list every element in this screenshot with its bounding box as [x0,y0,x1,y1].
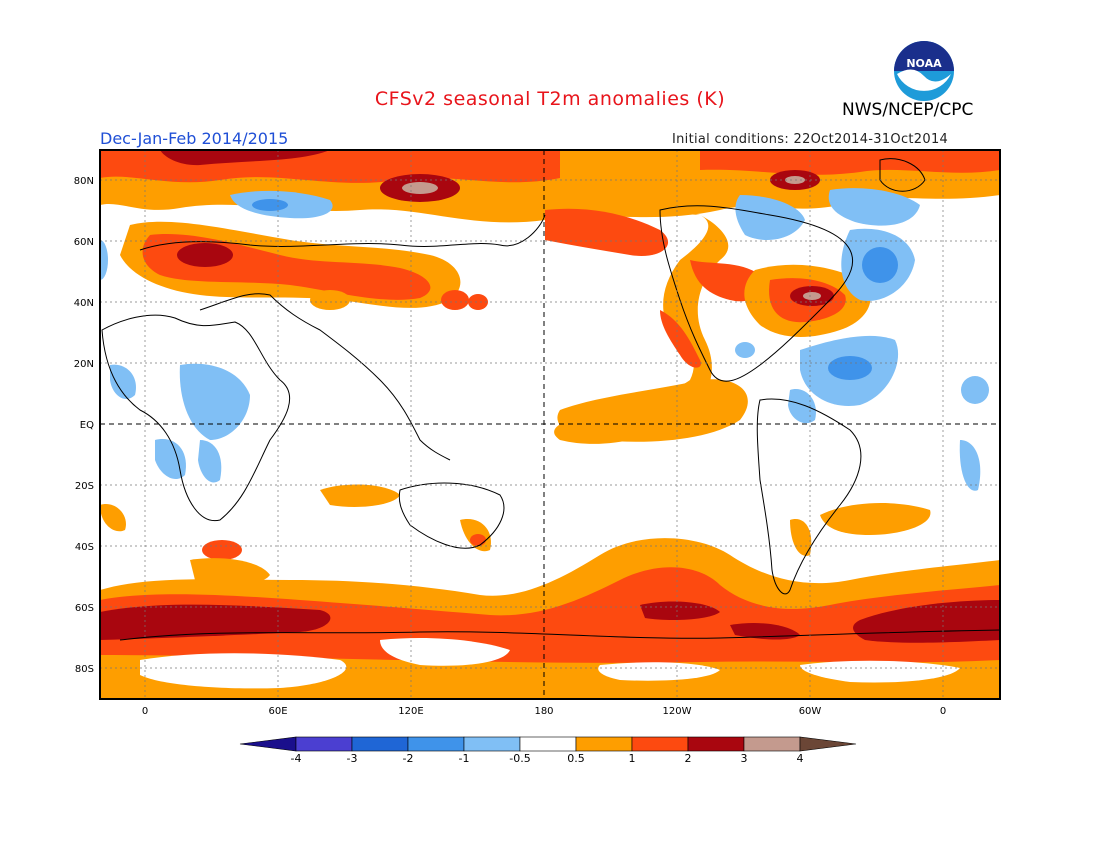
noaa-logo: NOAA [894,41,954,101]
lon-label: 120W [663,706,692,717]
colorbar-swatch [631,736,689,752]
colorbar-label: -3 [347,752,358,765]
lon-label: 60E [268,706,287,717]
colorbar-label: 2 [685,752,692,765]
colorbar-label: -4 [291,752,302,765]
colorbar-label: -2 [403,752,414,765]
colorbar-label: -1 [459,752,470,765]
map-title: CFSv2 seasonal T2m anomalies (K) [374,88,726,110]
lon-label: 120E [398,706,423,717]
colorbar-label: 3 [741,752,748,765]
noaa-logo-text: NOAA [906,57,942,70]
colorbar-swatch [295,736,353,752]
colorbar-label: -0.5 [509,752,530,765]
lon-label: 0 [940,706,946,717]
lat-label: 40S [75,542,94,553]
initial-conditions-label: Initial conditions: 22Oct2014-31Oct2014 [672,132,949,147]
colorbar-label: 4 [797,752,804,765]
colorbar-swatch [351,736,409,752]
lat-label: 20N [74,359,94,370]
agency-label: NWS/NCEP/CPC [842,100,974,120]
colorbar-swatch [575,736,633,752]
lon-label: 60W [799,706,822,717]
colorbar-labels: -4 -3 -2 -1 -0.5 0.5 1 2 3 4 [291,752,804,765]
colorbar-arrow-low [239,736,297,752]
anomaly-field [100,150,1000,699]
lat-label: 80S [75,664,94,675]
lat-label: 60N [74,237,94,248]
map-frame [99,149,1001,700]
lat-label: 80N [74,176,94,187]
colorbar-swatch [743,736,801,752]
lon-label: 180 [534,706,553,717]
colorbar-swatch [687,736,745,752]
colorbar [239,736,857,752]
colorbar-arrow-high [799,736,857,752]
colorbar-swatch [519,736,577,752]
lat-label: 40N [74,298,94,309]
season-label: Dec-Jan-Feb 2014/2015 [100,129,289,148]
colorbar-label: 1 [629,752,636,765]
lat-label: 20S [75,481,94,492]
graticule [100,150,1000,699]
lat-label: EQ [80,420,94,431]
colorbar-label: 0.5 [567,752,585,765]
lon-labels: 0 60E 120E 180 120W 60W 0 [142,706,946,717]
lon-label: 0 [142,706,148,717]
lat-label: 60S [75,603,94,614]
lat-labels: 80N 60N 40N 20N EQ 20S 40S 60S 80S [74,176,94,675]
colorbar-swatch [463,736,521,752]
colorbar-swatch [407,736,465,752]
